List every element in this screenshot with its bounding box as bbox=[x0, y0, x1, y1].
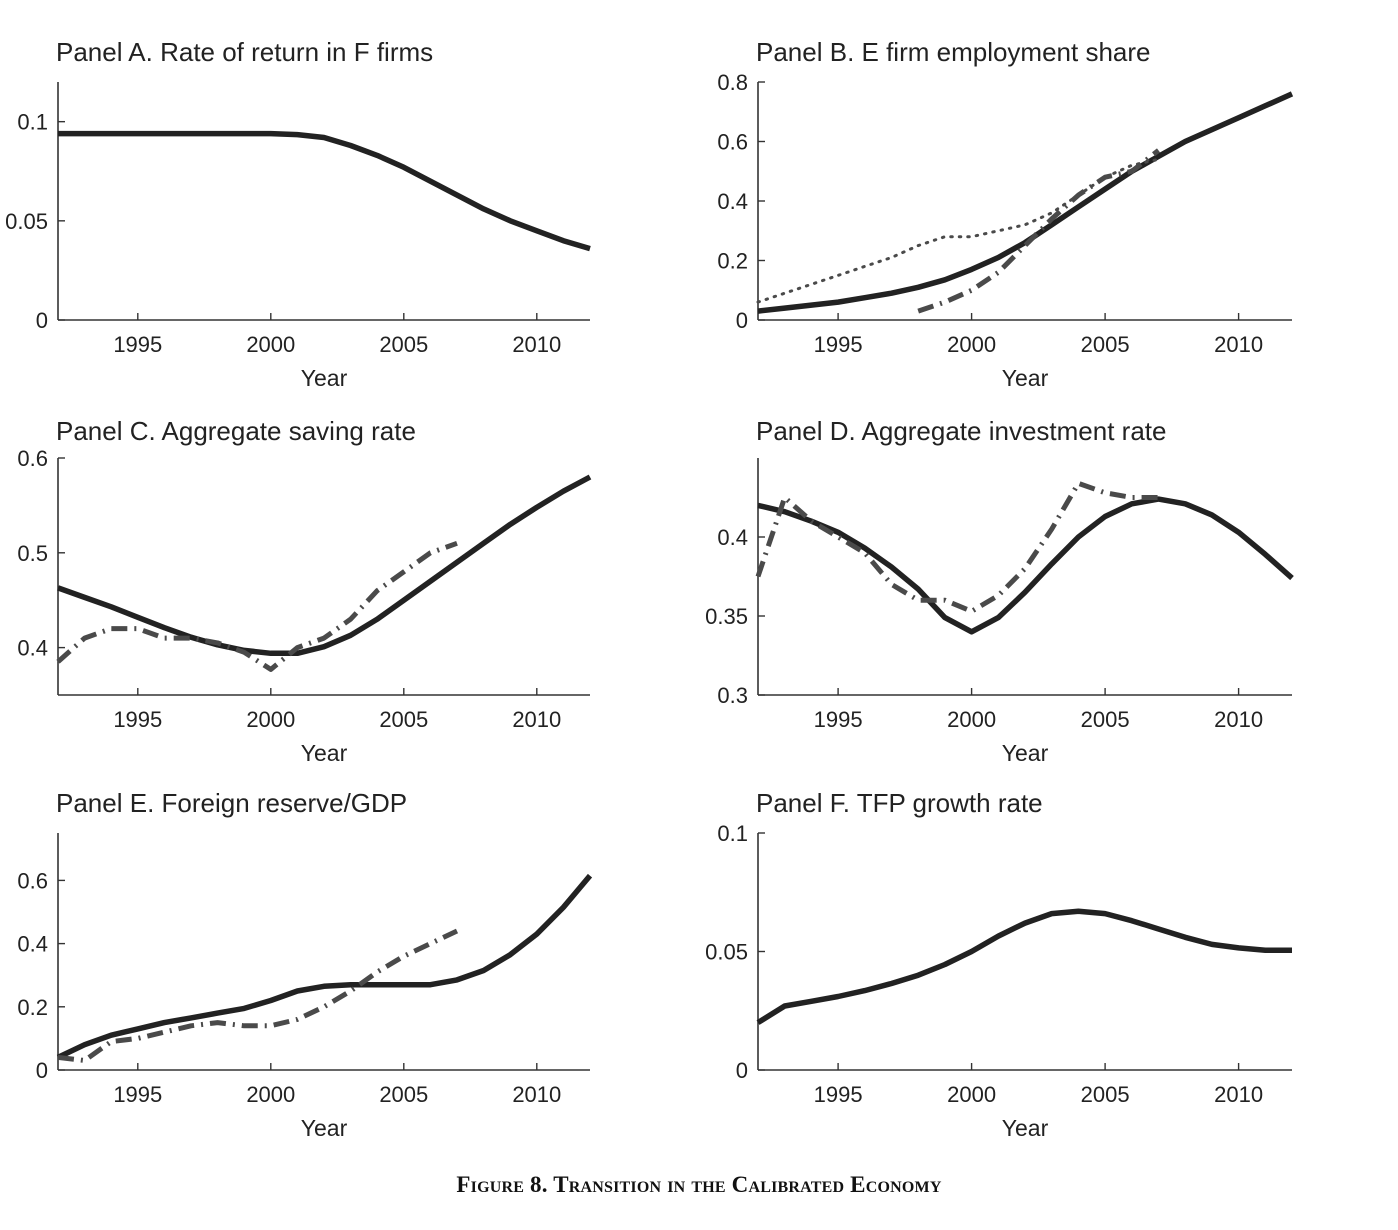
panel-b-title: Panel B. E firm employment share bbox=[756, 37, 1151, 67]
y-tick-label: 0.6 bbox=[17, 446, 48, 471]
x-tick-label: 2010 bbox=[1214, 332, 1263, 357]
x-tick-label: 2005 bbox=[379, 1082, 428, 1107]
panel-d: Panel D. Aggregate investment rate 1995 20… bbox=[705, 416, 1294, 766]
y-tick-label: 0.6 bbox=[717, 130, 748, 155]
y-tick-label: 0.2 bbox=[717, 249, 748, 274]
y-tick-label: 0 bbox=[36, 1058, 48, 1083]
series-line-dashdot bbox=[917, 148, 1161, 314]
series-line-solid bbox=[56, 873, 593, 1060]
y-tick-label: 0.1 bbox=[17, 110, 48, 135]
x-tick-label: 2000 bbox=[947, 1082, 996, 1107]
panel-d-title: Panel D. Aggregate investment rate bbox=[756, 416, 1166, 446]
x-axis-label: Year bbox=[301, 740, 348, 766]
x-tick-label: 2010 bbox=[512, 332, 561, 357]
x-tick-label: 2000 bbox=[246, 1082, 295, 1107]
series-line-dashdot bbox=[755, 480, 1159, 614]
x-tick-label: 1995 bbox=[814, 332, 863, 357]
x-axis-label: Year bbox=[1002, 1115, 1049, 1141]
x-tick-label: 2005 bbox=[379, 332, 428, 357]
panel-f: Panel F. TFP growth rate 1995 2000 2005 2010… bbox=[705, 788, 1292, 1141]
panel-a-title: Panel A. Rate of return in F firms bbox=[56, 37, 433, 67]
figure-caption: Figure 8. Transition in the Calibrated E… bbox=[456, 1172, 942, 1197]
y-tick-label: 0 bbox=[736, 1058, 748, 1083]
series-line-solid bbox=[57, 474, 592, 657]
x-tick-label: 2010 bbox=[1214, 707, 1263, 732]
y-tick-label: 0.4 bbox=[17, 636, 48, 661]
series-line-dashdot bbox=[56, 540, 458, 672]
x-tick-label: 2010 bbox=[512, 707, 561, 732]
y-tick-label: 0 bbox=[736, 308, 748, 333]
y-tick-label: 0.4 bbox=[717, 189, 748, 214]
y-tick-label: 0.8 bbox=[717, 70, 748, 95]
panel-b: Panel B. E firm employment share 1995 2000… bbox=[717, 37, 1294, 391]
panel-f-title: Panel F. TFP growth rate bbox=[756, 788, 1043, 818]
x-tick-label: 1995 bbox=[113, 1082, 162, 1107]
y-tick-label: 0.35 bbox=[705, 604, 748, 629]
y-tick-label: 0 bbox=[36, 308, 48, 333]
y-tick-label: 0.5 bbox=[17, 541, 48, 566]
x-tick-label: 2010 bbox=[512, 1082, 561, 1107]
x-tick-label: 2000 bbox=[947, 332, 996, 357]
series-line-solid bbox=[757, 496, 1294, 635]
panel-e: Panel E. Foreign reserve/GDP 1995 2000 2005… bbox=[17, 788, 593, 1141]
y-tick-label: 0.05 bbox=[5, 209, 48, 234]
x-tick-label: 2010 bbox=[1214, 1082, 1263, 1107]
x-tick-label: 1995 bbox=[113, 332, 162, 357]
series-line-solid bbox=[58, 130, 591, 252]
y-tick-label: 0.2 bbox=[17, 995, 48, 1020]
x-tick-label: 2000 bbox=[947, 707, 996, 732]
x-tick-label: 2000 bbox=[246, 332, 295, 357]
x-tick-label: 1995 bbox=[113, 707, 162, 732]
panel-c-title: Panel C. Aggregate saving rate bbox=[56, 416, 416, 446]
x-tick-label: 1995 bbox=[814, 707, 863, 732]
series-line-solid bbox=[757, 91, 1294, 314]
series-line-dashdot bbox=[57, 928, 459, 1063]
x-tick-label: 2000 bbox=[246, 707, 295, 732]
x-tick-label: 2005 bbox=[1081, 707, 1130, 732]
x-tick-label: 2005 bbox=[1081, 1082, 1130, 1107]
panel-a: Panel A. Rate of return in F firms 1995 20… bbox=[5, 37, 591, 391]
series-line-solid bbox=[756, 908, 1292, 1025]
panel-c: Panel C. Aggregate saving rate 1995 2000 20… bbox=[17, 416, 592, 766]
y-tick-label: 0.3 bbox=[717, 683, 748, 708]
y-tick-label: 0.05 bbox=[705, 940, 748, 965]
x-tick-label: 2005 bbox=[1081, 332, 1130, 357]
x-axis-label: Year bbox=[301, 365, 348, 391]
x-axis-label: Year bbox=[1002, 365, 1049, 391]
x-axis-label: Year bbox=[301, 1115, 348, 1141]
x-tick-label: 2005 bbox=[379, 707, 428, 732]
y-tick-label: 0.6 bbox=[17, 868, 48, 893]
x-tick-label: 1995 bbox=[814, 1082, 863, 1107]
y-tick-label: 0.4 bbox=[17, 932, 48, 957]
y-tick-label: 0.1 bbox=[717, 821, 748, 846]
y-tick-label: 0.4 bbox=[717, 525, 748, 550]
x-axis-label: Year bbox=[1002, 740, 1049, 766]
panel-e-title: Panel E. Foreign reserve/GDP bbox=[56, 788, 407, 818]
